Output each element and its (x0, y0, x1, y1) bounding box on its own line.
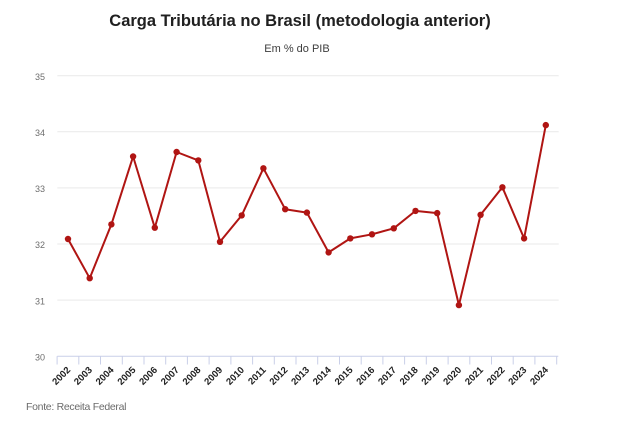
svg-text:31: 31 (35, 296, 45, 306)
svg-text:2004: 2004 (94, 364, 117, 387)
svg-text:2021: 2021 (463, 364, 486, 387)
svg-text:2016: 2016 (354, 365, 377, 388)
svg-text:2002: 2002 (50, 365, 73, 388)
svg-text:2011: 2011 (246, 364, 269, 387)
svg-text:2018: 2018 (398, 365, 421, 388)
svg-text:2024: 2024 (528, 364, 551, 387)
svg-text:2023: 2023 (506, 365, 529, 388)
svg-text:2010: 2010 (224, 365, 247, 388)
svg-text:2013: 2013 (289, 365, 312, 388)
svg-text:35: 35 (35, 72, 45, 82)
svg-text:30: 30 (35, 352, 45, 362)
svg-text:2003: 2003 (72, 365, 95, 388)
svg-text:2017: 2017 (376, 365, 399, 388)
svg-text:2015: 2015 (333, 364, 356, 387)
svg-text:2008: 2008 (181, 365, 204, 388)
svg-text:2007: 2007 (159, 365, 182, 388)
svg-text:33: 33 (35, 184, 45, 194)
svg-text:2020: 2020 (441, 365, 464, 388)
svg-text:2005: 2005 (116, 364, 139, 387)
svg-text:2014: 2014 (311, 364, 334, 387)
svg-text:2019: 2019 (420, 365, 443, 388)
svg-text:2022: 2022 (485, 365, 508, 388)
svg-text:34: 34 (35, 128, 45, 138)
svg-text:2009: 2009 (202, 365, 225, 388)
svg-text:2012: 2012 (268, 365, 291, 388)
svg-text:2006: 2006 (137, 365, 160, 388)
svg-text:32: 32 (35, 240, 45, 250)
